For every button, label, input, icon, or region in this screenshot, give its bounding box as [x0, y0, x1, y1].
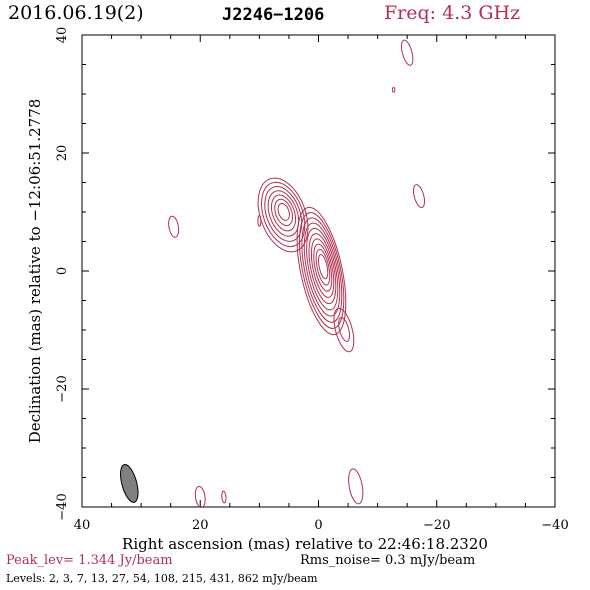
contour-component-core	[296, 206, 347, 336]
contour-ring	[303, 222, 341, 317]
contour-ring	[267, 190, 300, 237]
contour-ring	[257, 215, 262, 227]
contour-levels: Levels: 2, 3, 7, 13, 27, 54, 108, 215, 4…	[6, 572, 318, 585]
x-tick-label: 20	[192, 518, 209, 533]
contour-ring	[308, 233, 337, 305]
y-tick-label: −20	[55, 375, 70, 402]
contour-ring	[257, 177, 309, 253]
axis-ticks	[81, 34, 556, 508]
y-tick-label: 0	[55, 267, 70, 275]
contour-component-blob-bottom-center	[348, 468, 364, 505]
contour-ring	[270, 194, 297, 232]
contour-ring	[391, 87, 396, 93]
contour-ring	[274, 198, 294, 227]
contour-component-blob-east	[168, 215, 180, 238]
y-tick-label: 40	[55, 27, 70, 44]
contour-ring	[313, 243, 333, 292]
contour-ring	[306, 227, 339, 311]
x-tick-label: 40	[74, 518, 91, 533]
observation-date: 2016.06.19(2)	[8, 2, 144, 24]
x-tick-label: −20	[423, 518, 450, 533]
beam-ellipse	[120, 463, 139, 503]
contour-ring	[260, 181, 306, 248]
contour-component-south-blob	[333, 307, 355, 353]
y-tick-label: 20	[55, 145, 70, 162]
contour-ring	[315, 248, 331, 286]
contour-component-blob-north	[401, 39, 414, 66]
y-tick-label: −40	[55, 493, 70, 520]
source-name: J2246−1206	[222, 5, 325, 25]
contour-ring	[348, 468, 364, 505]
plot-frame	[81, 34, 556, 508]
contour-ring	[277, 203, 290, 221]
contour-lines	[168, 39, 426, 509]
contour-ring	[299, 212, 345, 329]
contour-ring	[318, 254, 329, 280]
contour-ring	[264, 186, 303, 242]
contour-ring	[338, 317, 351, 342]
x-axis-label: Right ascension (mas) relative to 22:46:…	[122, 535, 488, 553]
contour-ring	[333, 307, 355, 353]
contour-ring	[301, 217, 343, 323]
x-tick-label: −40	[541, 518, 568, 533]
contour-ring	[194, 485, 206, 509]
contour-ring	[401, 39, 414, 66]
contour-ring	[310, 238, 335, 298]
contour-ring	[168, 215, 180, 238]
contour-component-blob-center	[257, 215, 262, 227]
contour-component-blob-bottom-a	[194, 485, 206, 509]
peak-level: Peak_lev= 1.344 Jy/beam	[6, 553, 173, 568]
rms-noise: Rms_noise= 0.3 mJy/beam	[300, 553, 476, 568]
contour-component-blob-ne	[413, 184, 426, 209]
y-axis-label: Declination (mas) relative to −12:06:51.…	[26, 99, 44, 444]
contour-component-blob-nw	[391, 87, 396, 93]
frequency-label: Freq: 4.3 GHz	[384, 2, 521, 24]
x-tick-label: 0	[314, 518, 322, 533]
contour-component-blob-bottom-b	[221, 490, 227, 504]
contour-component-jet-knot	[257, 177, 309, 253]
contour-ring	[221, 490, 227, 504]
axis-tick-labels: 40 20 0 −20 −40 −40 −20 0 20 40	[55, 27, 569, 533]
contour-ring	[413, 184, 426, 209]
contour-ring	[296, 206, 347, 336]
restoring-beam	[120, 463, 139, 503]
